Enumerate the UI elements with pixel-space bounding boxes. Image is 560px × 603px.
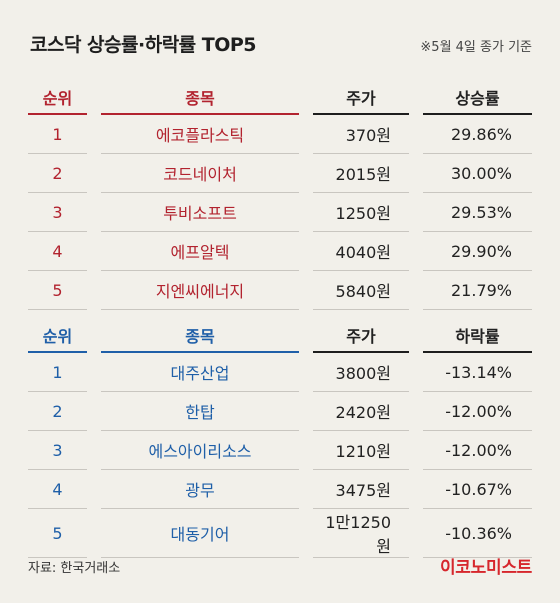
fall-rate: -10.67%: [409, 469, 532, 509]
header-rate: 하락률: [409, 318, 532, 353]
fall-rate: -12.00%: [409, 430, 532, 470]
losers-table: 순위 종목 주가 하락률 1 대주산업 3800원 -13.14% 2 한탑 2…: [28, 318, 532, 558]
rank-cell: 5: [28, 270, 94, 310]
stock-price: 1250원: [299, 192, 416, 232]
chart-title: 코스닥 상승률·하락률 TOP5: [30, 34, 257, 56]
stock-price: 3800원: [299, 352, 416, 392]
source-note: 자료: 한국거래소: [28, 561, 121, 576]
stock-price: 1만1250원: [299, 508, 416, 558]
stock-price: 5840원: [299, 270, 416, 310]
fall-rate: -13.14%: [409, 352, 532, 392]
stock-name: 투비소프트: [87, 192, 306, 232]
header-price: 주가: [299, 318, 416, 353]
table-row: 5 지엔씨에너지 5840원 21.79%: [28, 270, 532, 310]
table-row: 5 대동기어 1만1250원 -10.36%: [28, 508, 532, 558]
header-name: 종목: [87, 80, 306, 115]
stock-price: 3475원: [299, 469, 416, 509]
rank-cell: 1: [28, 114, 94, 154]
table-row: 3 투비소프트 1250원 29.53%: [28, 192, 532, 232]
gainers-header-row: 순위 종목 주가 상승률: [28, 80, 532, 115]
rank-cell: 4: [28, 469, 94, 509]
stock-name: 코드네이처: [87, 153, 306, 193]
table-row: 2 코드네이처 2015원 30.00%: [28, 153, 532, 193]
losers-header-row: 순위 종목 주가 하락률: [28, 318, 532, 353]
header-name: 종목: [87, 318, 306, 353]
stock-name: 에프알텍: [87, 231, 306, 271]
stock-name: 한탑: [87, 391, 306, 431]
brand-logo: 이코노미스트: [439, 558, 532, 578]
stock-price: 2015원: [299, 153, 416, 193]
stock-name: 광무: [87, 469, 306, 509]
rank-cell: 2: [28, 391, 94, 431]
gainers-table: 순위 종목 주가 상승률 1 에코플라스틱 370원 29.86% 2 코드네이…: [28, 80, 532, 310]
header-rank: 순위: [28, 80, 94, 115]
rise-rate: 29.90%: [409, 231, 532, 271]
stock-price: 2420원: [299, 391, 416, 431]
table-row: 2 한탑 2420원 -12.00%: [28, 391, 532, 431]
header-price: 주가: [299, 80, 416, 115]
stock-name: 에코플라스틱: [87, 114, 306, 154]
rank-cell: 2: [28, 153, 94, 193]
table-row: 4 광무 3475원 -10.67%: [28, 469, 532, 509]
table-row: 4 에프알텍 4040원 29.90%: [28, 231, 532, 271]
rise-rate: 29.53%: [409, 192, 532, 232]
rank-cell: 3: [28, 192, 94, 232]
table-row: 3 에스아이리소스 1210원 -12.00%: [28, 430, 532, 470]
rise-rate: 29.86%: [409, 114, 532, 154]
header-rate: 상승률: [409, 80, 532, 115]
reference-note: ※5월 4일 종가 기준: [420, 40, 532, 55]
table-row: 1 에코플라스틱 370원 29.86%: [28, 114, 532, 154]
rise-rate: 30.00%: [409, 153, 532, 193]
stock-price: 370원: [299, 114, 416, 154]
stock-price: 1210원: [299, 430, 416, 470]
header-rank: 순위: [28, 318, 94, 353]
rank-cell: 4: [28, 231, 94, 271]
rank-cell: 3: [28, 430, 94, 470]
stock-price: 4040원: [299, 231, 416, 271]
rise-rate: 21.79%: [409, 270, 532, 310]
fall-rate: -12.00%: [409, 391, 532, 431]
fall-rate: -10.36%: [409, 508, 532, 558]
rank-cell: 1: [28, 352, 94, 392]
rank-cell: 5: [28, 508, 94, 558]
stock-name: 에스아이리소스: [87, 430, 306, 470]
stock-name: 지엔씨에너지: [87, 270, 306, 310]
stock-name: 대동기어: [87, 508, 306, 558]
table-row: 1 대주산업 3800원 -13.14%: [28, 352, 532, 392]
stock-name: 대주산업: [87, 352, 306, 392]
